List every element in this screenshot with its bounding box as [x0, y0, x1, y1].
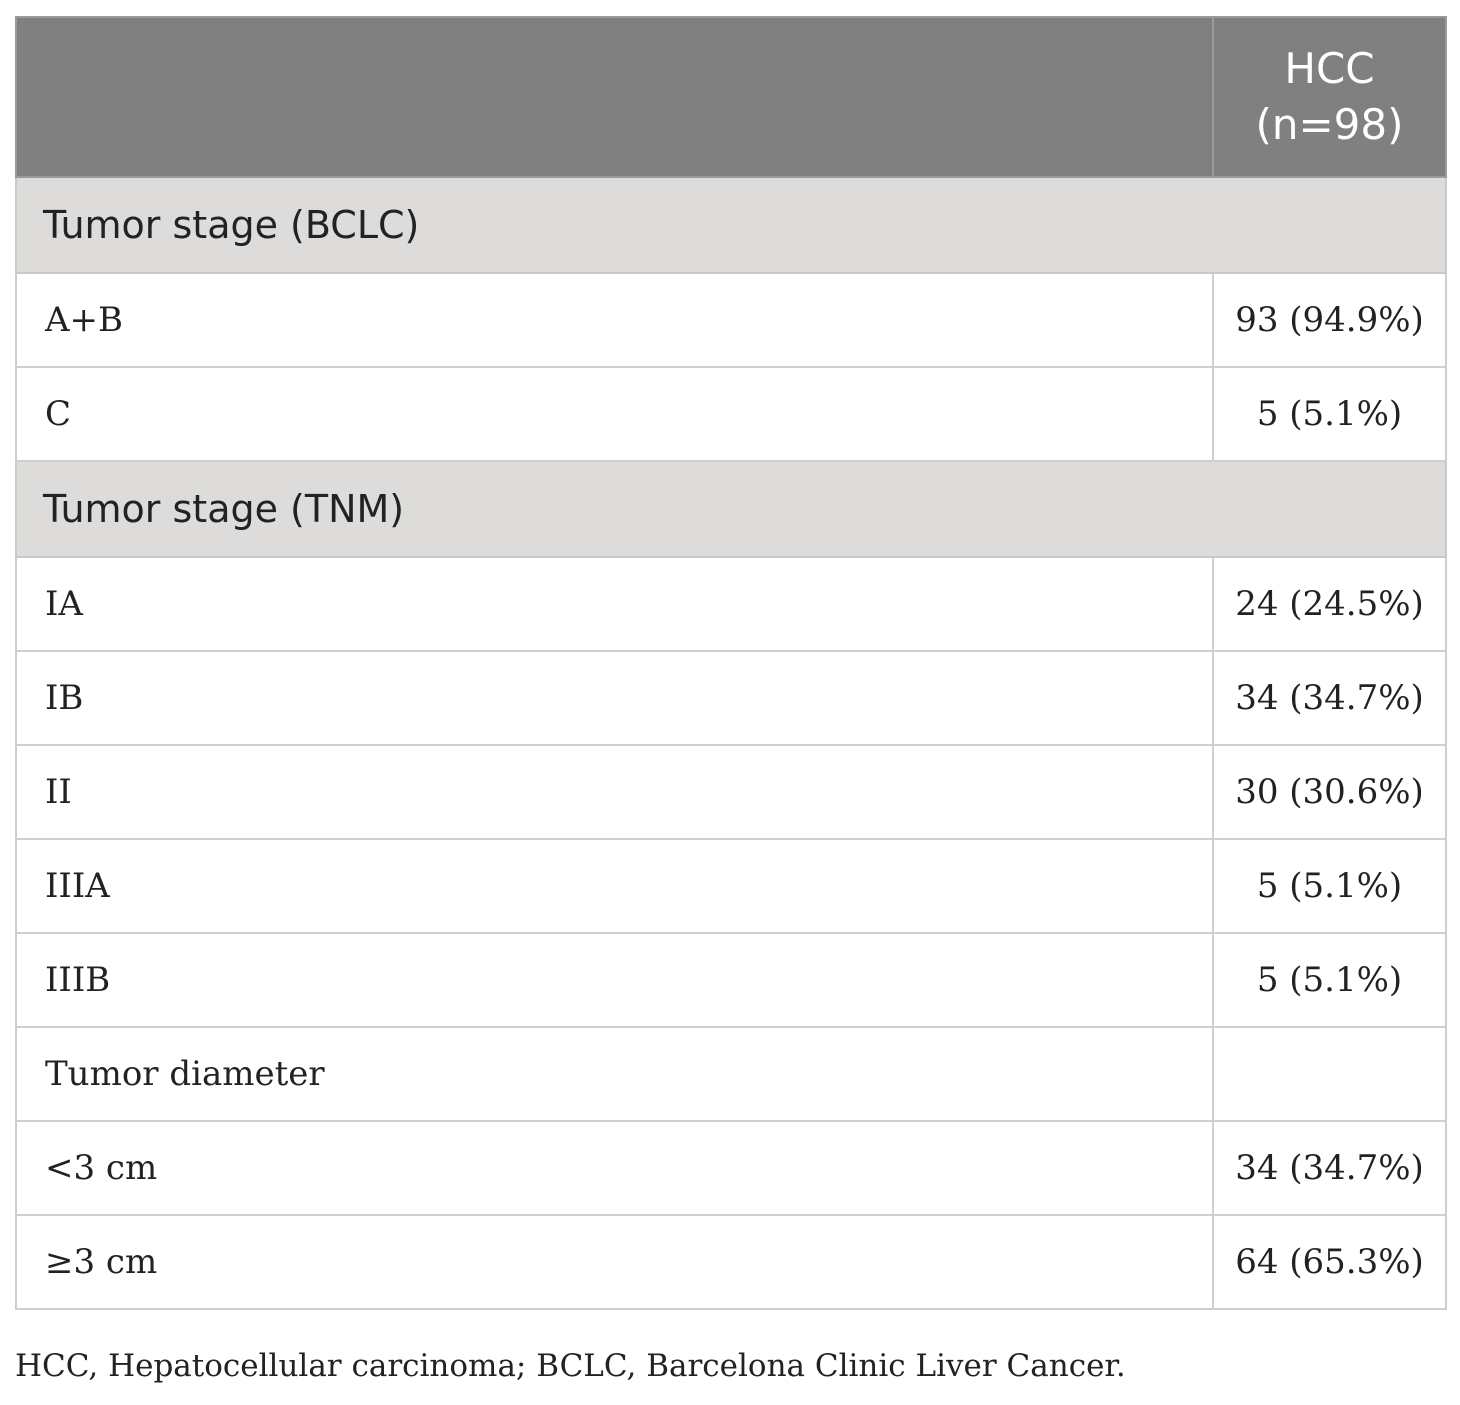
section-row-bclc: Tumor stage (BCLC): [15, 176, 1447, 274]
table-row: <3 cm 34 (34.7%): [15, 1120, 1447, 1216]
row-label: IB: [15, 650, 1214, 746]
table-row: IIIB 5 (5.1%): [15, 932, 1447, 1028]
row-label: IIIB: [15, 932, 1214, 1028]
row-value: 93 (94.9%): [1212, 272, 1447, 368]
row-value: 5 (5.1%): [1212, 366, 1447, 462]
table-row: C 5 (5.1%): [15, 366, 1447, 462]
row-label: C: [15, 366, 1214, 462]
hcc-stage-table: HCC (n=98) Tumor stage (BCLC) A+B 93 (94…: [15, 16, 1447, 1310]
row-label: IIIA: [15, 838, 1214, 934]
row-label: <3 cm: [15, 1120, 1214, 1216]
row-label: ≥3 cm: [15, 1214, 1214, 1310]
row-value: 24 (24.5%): [1212, 556, 1447, 652]
row-value: 64 (65.3%): [1212, 1214, 1447, 1310]
row-value: [1212, 1026, 1447, 1122]
row-value: 5 (5.1%): [1212, 838, 1447, 934]
row-label: Tumor diameter: [15, 1026, 1214, 1122]
table-row: ≥3 cm 64 (65.3%): [15, 1214, 1447, 1310]
header-hcc-count: (n=98): [1255, 100, 1404, 149]
section-title: Tumor stage (TNM): [15, 460, 1447, 558]
table-row: Tumor diameter: [15, 1026, 1447, 1122]
row-value: 5 (5.1%): [1212, 932, 1447, 1028]
table-row: IA 24 (24.5%): [15, 556, 1447, 652]
section-row-tnm: Tumor stage (TNM): [15, 460, 1447, 558]
header-hcc-cell: HCC (n=98): [1212, 16, 1447, 178]
header-label-cell: [15, 16, 1214, 178]
row-label: II: [15, 744, 1214, 840]
table-row: II 30 (30.6%): [15, 744, 1447, 840]
table-header-row: HCC (n=98): [15, 16, 1447, 178]
row-value: 34 (34.7%): [1212, 1120, 1447, 1216]
section-title: Tumor stage (BCLC): [15, 176, 1447, 274]
row-label: IA: [15, 556, 1214, 652]
table-row: IB 34 (34.7%): [15, 650, 1447, 746]
table-row: IIIA 5 (5.1%): [15, 838, 1447, 934]
table-footnote: HCC, Hepatocellular carcinoma; BCLC, Bar…: [15, 1348, 1126, 1384]
row-label: A+B: [15, 272, 1214, 368]
row-value: 30 (30.6%): [1212, 744, 1447, 840]
header-hcc-title: HCC: [1284, 44, 1375, 93]
table-row: A+B 93 (94.9%): [15, 272, 1447, 368]
row-value: 34 (34.7%): [1212, 650, 1447, 746]
